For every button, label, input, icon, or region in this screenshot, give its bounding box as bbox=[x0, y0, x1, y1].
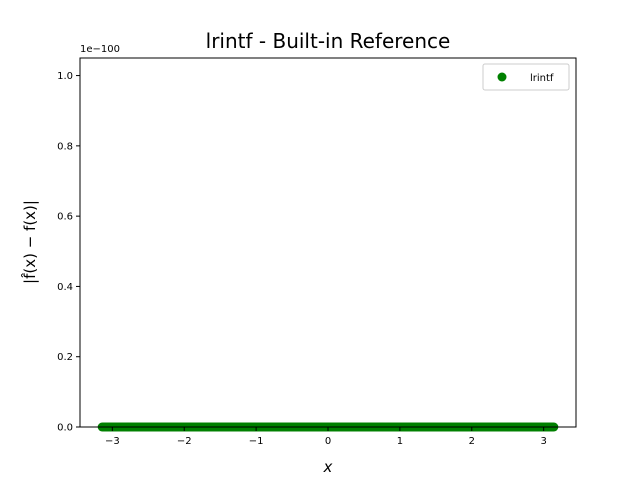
y-offset-label: 1e−100 bbox=[80, 44, 120, 55]
x-tick-label: 2 bbox=[469, 436, 475, 447]
x-tick-label: 0 bbox=[325, 436, 331, 447]
x-tick-label: 1 bbox=[397, 436, 403, 447]
legend: lrintf bbox=[482, 63, 570, 91]
x-tick-label: −2 bbox=[177, 436, 192, 447]
y-tick-label: 0.8 bbox=[57, 141, 73, 152]
y-tick-label: 0.2 bbox=[57, 352, 73, 363]
plot-area bbox=[80, 58, 576, 427]
axes-background bbox=[80, 58, 576, 427]
y-tick-label: 0.6 bbox=[57, 212, 73, 223]
y-axis-label: |f̂(x) − f(x)| bbox=[20, 200, 39, 284]
x-tick-label: −3 bbox=[105, 436, 120, 447]
x-tick-label: 3 bbox=[540, 436, 546, 447]
y-tick-label: 0.4 bbox=[57, 282, 73, 293]
x-axis-ticks: −3 −2 −1 0 1 2 3 bbox=[105, 427, 547, 447]
y-tick-label: 0.0 bbox=[57, 423, 73, 434]
legend-marker-lrintf bbox=[497, 72, 507, 82]
x-tick-label: −1 bbox=[249, 436, 264, 447]
legend-box bbox=[482, 63, 570, 91]
y-tick-label: 1.0 bbox=[57, 71, 73, 82]
chart-title: lrintf - Built-in Reference bbox=[206, 29, 451, 53]
x-axis-label: x bbox=[323, 458, 333, 476]
legend-label-lrintf: lrintf bbox=[530, 73, 554, 84]
y-axis-ticks: 0.0 0.2 0.4 0.6 0.8 1.0 bbox=[57, 71, 80, 434]
